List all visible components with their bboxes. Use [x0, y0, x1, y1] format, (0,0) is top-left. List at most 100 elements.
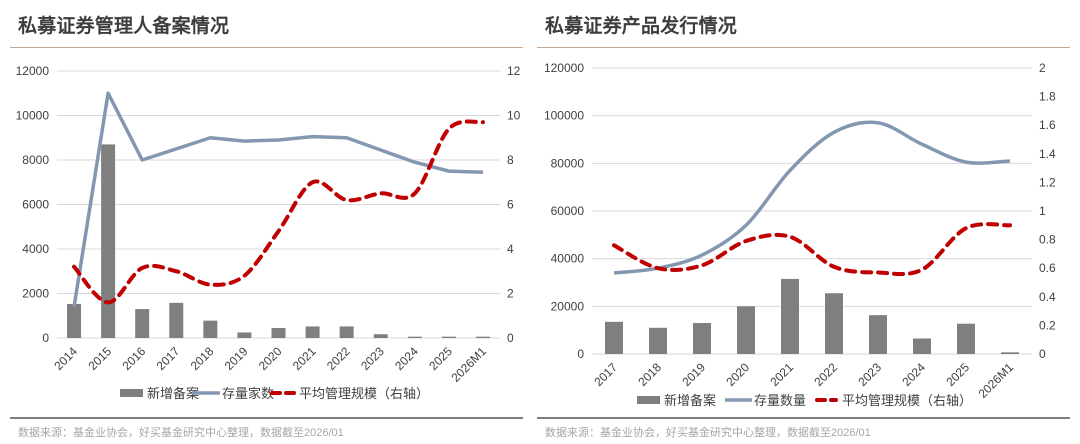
bar-2017 — [605, 321, 623, 354]
x-tick-label: 2026M1 — [449, 344, 490, 385]
x-tick-label: 2014 — [51, 344, 80, 373]
x-tick-label: 2015 — [85, 344, 114, 373]
y-left-tick-label: 10000 — [16, 109, 50, 123]
y-left-tick-label: 100000 — [544, 109, 584, 123]
source-divider — [10, 417, 523, 419]
legend-swatch-bar — [120, 389, 143, 397]
stock-count-point-2016 — [140, 158, 144, 162]
bar-2020 — [271, 327, 286, 338]
bar-2023 — [373, 334, 388, 338]
y-left-tick-label: 4000 — [22, 242, 49, 256]
avg-scale-point-2023 — [876, 270, 880, 274]
avg-scale-point-2018 — [656, 266, 660, 270]
legend: 新增备案 存量数量 平均管理规模（右轴） — [637, 393, 972, 408]
title-divider — [10, 47, 523, 48]
stock-count-point-2015 — [106, 91, 110, 95]
x-tick-label: 2021 — [290, 344, 319, 373]
bar-2015 — [101, 144, 116, 338]
legend-label: 平均管理规模（右轴） — [299, 386, 429, 401]
stock-count-point-2020 — [744, 223, 748, 227]
stock-count-point-2026M1 — [1008, 159, 1012, 163]
stock-count-point-2019 — [242, 139, 246, 143]
x-tick-label: 2024 — [899, 360, 928, 389]
y-right-tick-label: 1.4 — [1039, 147, 1056, 161]
bar-2023 — [869, 315, 887, 354]
avg-scale-point-2024 — [920, 268, 924, 272]
avg-scale-point-2025 — [964, 226, 968, 230]
avg-scale-point-2014 — [72, 265, 76, 269]
x-tick-label: 2024 — [392, 344, 421, 373]
y-left-tick-label: 60000 — [551, 204, 585, 218]
y-right-tick-label: 0 — [1039, 347, 1046, 361]
avg-scale-point-2026M1 — [1008, 223, 1012, 227]
x-tick-label: 2016 — [120, 344, 149, 373]
avg-scale-point-2019 — [242, 274, 246, 278]
x-tick-label: 2023 — [855, 360, 884, 389]
bar-2020 — [737, 306, 755, 354]
x-tick-label: 2025 — [943, 360, 972, 389]
y-right-tick-label: 0.8 — [1039, 233, 1056, 247]
bar-2026M1 — [1001, 352, 1019, 354]
stock-count-point-2022 — [832, 130, 836, 134]
y-left-tick-label: 80000 — [551, 156, 585, 170]
bar-2022 — [825, 293, 843, 354]
bar-2019 — [237, 332, 252, 338]
bar-2026M1 — [475, 336, 490, 338]
stock-count-point-2019 — [700, 253, 704, 257]
avg-scale-point-2015 — [106, 300, 110, 304]
x-tick-label: 2021 — [767, 360, 796, 389]
avg-scale-point-2025 — [447, 127, 451, 131]
x-tick-label: 2018 — [188, 344, 217, 373]
x-tick-label: 2022 — [324, 344, 353, 373]
legend-label: 新增备案 — [147, 386, 199, 401]
bar-2016 — [135, 309, 150, 338]
legend-label: 新增备案 — [664, 393, 716, 408]
y-right-tick-label: 0.2 — [1039, 318, 1056, 332]
stock-count-point-2021 — [311, 135, 315, 139]
avg-scale-point-2016 — [140, 266, 144, 270]
stock-count-point-2025 — [447, 169, 451, 173]
bar-2018 — [649, 327, 667, 354]
avg-scale-point-2026M1 — [481, 120, 485, 124]
x-tick-label: 2019 — [222, 344, 251, 373]
bar-2014 — [67, 303, 82, 338]
stock-count-line — [72, 91, 484, 308]
bar-2022 — [339, 326, 354, 338]
y-right-tick-label: 0.4 — [1039, 290, 1056, 304]
stock-count-point-2025 — [964, 160, 968, 164]
bar-2025 — [957, 323, 975, 354]
x-tick-label: 2025 — [426, 344, 455, 373]
chart-manager-registration: 0 2000 4000 6000 8000 10000 12000 0 2 4 6 8 10 12 2014… — [16, 64, 521, 401]
y-right-tick-label: 1 — [1039, 204, 1046, 218]
stock-count-point-2020 — [277, 138, 281, 142]
stock-count-point-2018 — [208, 136, 212, 140]
y-left-tick-label: 2000 — [22, 287, 49, 301]
avg-scale-point-2021 — [311, 180, 315, 184]
chart-title-manager-registration: 私募证券管理人备案情况 — [18, 16, 230, 37]
legend-label: 存量数量 — [754, 393, 806, 408]
avg-scale-point-2018 — [208, 283, 212, 287]
bar-2017 — [169, 302, 184, 338]
x-tick-label: 2020 — [723, 360, 752, 389]
source-divider — [537, 417, 1070, 419]
avg-scale-line — [72, 119, 485, 305]
avg-scale-point-2021 — [788, 235, 792, 239]
source-note: 数据来源：基金业协会，好买基金研究中心整理，数据截至2026/01 — [545, 427, 871, 439]
y-left-tick-label: 8000 — [22, 153, 49, 167]
stock-count-point-2024 — [920, 142, 924, 146]
x-tick-label: 2026M1 — [976, 360, 1017, 401]
y-right-tick-label: 8 — [507, 153, 514, 167]
y-right-tick-label: 2 — [1039, 61, 1046, 75]
avg-scale-point-2020 — [277, 229, 281, 233]
y-left-tick-label: 12000 — [16, 64, 50, 78]
avg-scale-point-2017 — [612, 243, 616, 247]
stock-count-line — [613, 120, 1011, 275]
y-right-tick-label: 1.8 — [1039, 90, 1056, 104]
y-left-tick-label: 40000 — [551, 252, 585, 266]
legend-swatch-bar — [637, 396, 660, 404]
x-tick-label: 2017 — [154, 344, 183, 373]
y-right-tick-label: 2 — [507, 287, 514, 301]
y-right-tick-label: 0 — [507, 331, 514, 345]
bar-2024 — [913, 338, 931, 354]
stock-count-point-2022 — [345, 136, 349, 140]
